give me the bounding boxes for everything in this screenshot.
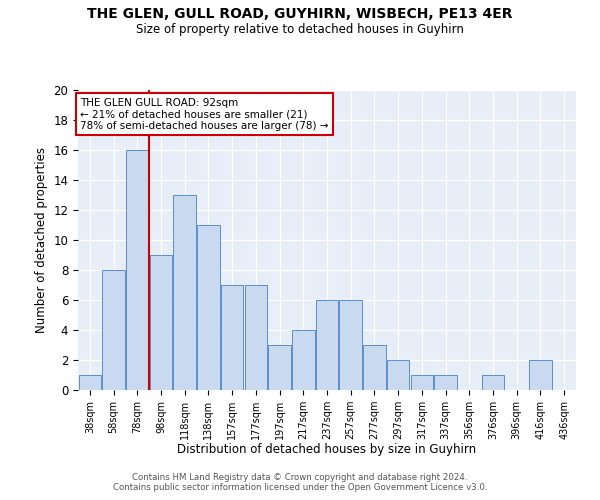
Bar xyxy=(387,360,409,390)
Text: THE GLEN GULL ROAD: 92sqm
← 21% of detached houses are smaller (21)
78% of semi-: THE GLEN GULL ROAD: 92sqm ← 21% of detac… xyxy=(80,98,329,130)
Y-axis label: Number of detached properties: Number of detached properties xyxy=(35,147,48,333)
Bar xyxy=(363,345,386,390)
Text: Contains HM Land Registry data © Crown copyright and database right 2024.
Contai: Contains HM Land Registry data © Crown c… xyxy=(113,473,487,492)
Bar xyxy=(529,360,551,390)
Bar xyxy=(126,150,149,390)
Bar xyxy=(173,195,196,390)
Bar xyxy=(268,345,291,390)
Bar xyxy=(150,255,172,390)
Bar xyxy=(79,375,101,390)
Bar xyxy=(292,330,314,390)
Text: Distribution of detached houses by size in Guyhirn: Distribution of detached houses by size … xyxy=(178,442,476,456)
Bar xyxy=(245,285,267,390)
Text: Size of property relative to detached houses in Guyhirn: Size of property relative to detached ho… xyxy=(136,22,464,36)
Bar xyxy=(316,300,338,390)
Bar xyxy=(340,300,362,390)
Bar xyxy=(434,375,457,390)
Text: THE GLEN, GULL ROAD, GUYHIRN, WISBECH, PE13 4ER: THE GLEN, GULL ROAD, GUYHIRN, WISBECH, P… xyxy=(87,8,513,22)
Bar xyxy=(103,270,125,390)
Bar xyxy=(410,375,433,390)
Bar xyxy=(221,285,244,390)
Bar xyxy=(197,225,220,390)
Bar xyxy=(482,375,504,390)
